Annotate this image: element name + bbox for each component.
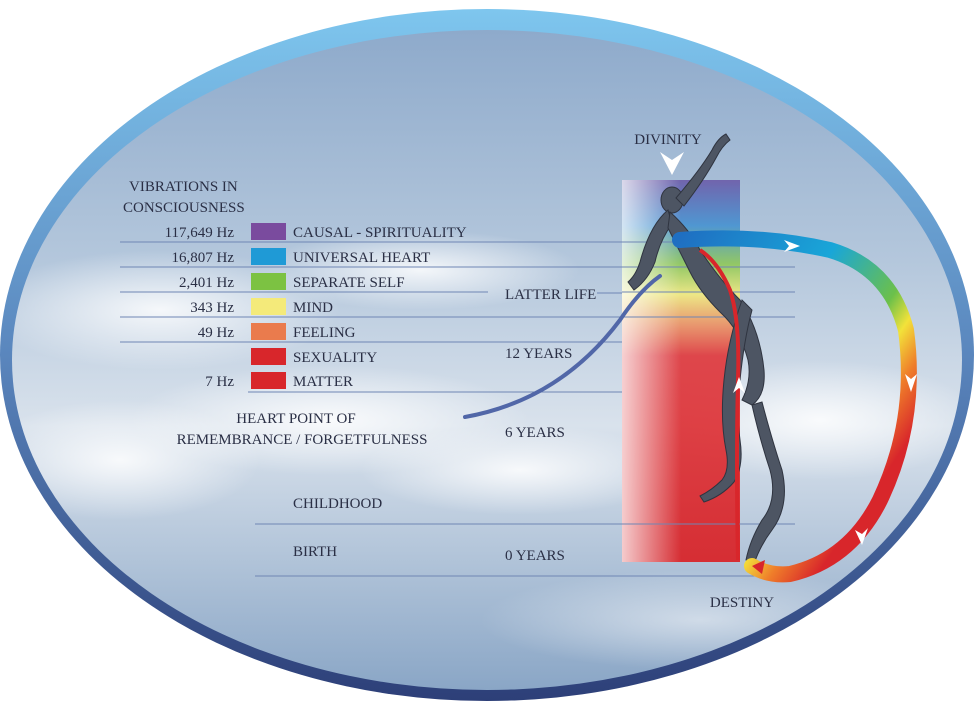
heart-point-line1: HEART POINT OF (236, 411, 355, 427)
level-freq: 117,649 Hz (165, 225, 235, 241)
arc-arrows (733, 240, 917, 545)
return-line (698, 248, 741, 561)
level-name: MIND (293, 300, 333, 316)
heart-point-curve (463, 274, 662, 419)
vibrations-header-line1: VIBRATIONS IN (129, 179, 238, 195)
childhood-label: CHILDHOOD (293, 496, 382, 512)
twelve-years-label: 12 YEARS (505, 346, 572, 362)
destiny-arc (672, 230, 917, 583)
level-freq: 7 Hz (205, 374, 234, 390)
level-freq: 343 Hz (190, 300, 234, 316)
level-name: UNIVERSAL HEART (293, 250, 430, 266)
vibrations-header-line2: CONSCIOUSNESS (123, 200, 245, 216)
arc-arrowhead (752, 560, 765, 574)
level-rows: 117,649 Hz CAUSAL - SPIRITUALITY 16,807 … (165, 223, 467, 390)
level-freq: 2,401 Hz (179, 275, 234, 291)
level-swatch (251, 348, 286, 365)
level-swatch (251, 273, 286, 290)
level-name: MATTER (293, 374, 353, 390)
level-freq: 49 Hz (198, 325, 235, 341)
heart-point-line2: REMEMBRANCE / FORGETFULNESS (177, 432, 428, 448)
level-swatch (251, 372, 286, 389)
level-swatch (251, 323, 286, 340)
level-name: FEELING (293, 325, 356, 341)
divinity-arrow-icon (660, 152, 684, 175)
divinity-label: DIVINITY (634, 132, 702, 148)
level-name: CAUSAL - SPIRITUALITY (293, 225, 467, 241)
level-swatch (251, 223, 286, 240)
level-swatch (251, 298, 286, 315)
level-name: SEXUALITY (293, 350, 377, 366)
destiny-label: DESTINY (710, 595, 774, 611)
level-freq: 16,807 Hz (172, 250, 235, 266)
latter-life-label: LATTER LIFE (505, 287, 596, 303)
six-years-label: 6 YEARS (505, 425, 565, 441)
zero-years-label: 0 YEARS (505, 548, 565, 564)
level-swatch (251, 248, 286, 265)
level-name: SEPARATE SELF (293, 275, 405, 291)
birth-label: BIRTH (293, 544, 337, 560)
